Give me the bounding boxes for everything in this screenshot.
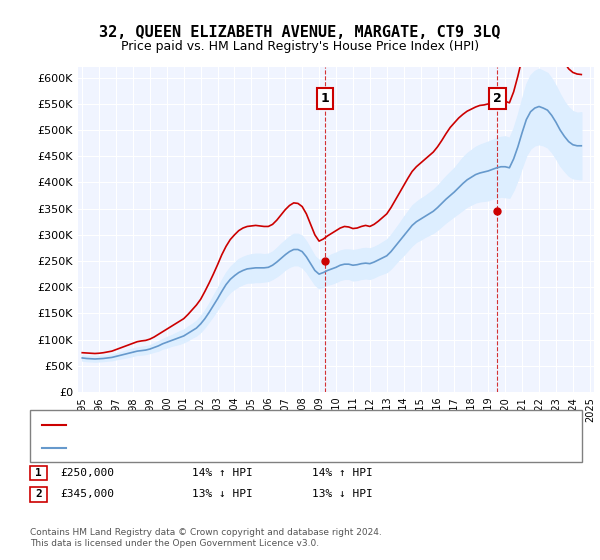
Text: 14% ↑ HPI: 14% ↑ HPI [192,468,253,478]
Text: 13% ↓ HPI: 13% ↓ HPI [192,489,253,500]
Text: 14% ↑ HPI: 14% ↑ HPI [312,468,373,478]
Text: 2: 2 [493,92,502,105]
Text: 32, QUEEN ELIZABETH AVENUE, MARGATE, CT9 3LQ (detached house): 32, QUEEN ELIZABETH AVENUE, MARGATE, CT9… [72,420,453,430]
Text: 1: 1 [321,92,330,105]
Text: Contains HM Land Registry data © Crown copyright and database right 2024.
This d: Contains HM Land Registry data © Crown c… [30,528,382,548]
Text: £345,000: £345,000 [60,489,114,500]
Text: 32, QUEEN ELIZABETH AVENUE, MARGATE, CT9 3LQ: 32, QUEEN ELIZABETH AVENUE, MARGATE, CT9… [99,25,501,40]
Text: 13% ↓ HPI: 13% ↓ HPI [312,489,373,500]
Text: Price paid vs. HM Land Registry's House Price Index (HPI): Price paid vs. HM Land Registry's House … [121,40,479,53]
Text: £250,000: £250,000 [60,468,114,478]
Text: 2: 2 [35,489,42,500]
Text: 1: 1 [35,468,42,478]
Text: HPI: Average price, detached house, Thanet: HPI: Average price, detached house, Than… [72,442,335,452]
